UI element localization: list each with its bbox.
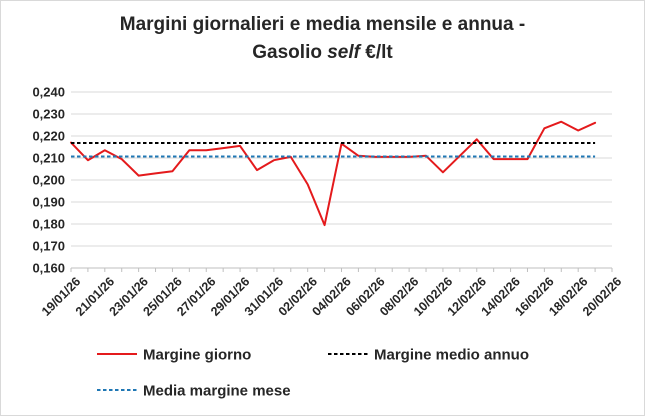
legend-label-2: Margine medio annuo (374, 347, 529, 364)
legend-label-1: Margine giorno (143, 347, 251, 364)
y-tick-label: 0,180 (32, 217, 65, 232)
y-tick-label: 0,200 (32, 173, 65, 188)
title-italic-self: self (327, 42, 360, 63)
y-tick-label: 0,220 (32, 129, 65, 144)
y-tick-label: 0,230 (32, 107, 65, 122)
y-tick-label: 0,190 (32, 195, 65, 210)
series-layer (70, 120, 597, 227)
chart-title-line-2: Gasolio self €/lt (0, 42, 645, 64)
legend: Margine giorno Margine medio annuo Media m… (97, 347, 529, 400)
y-tick-label: 0,170 (32, 239, 65, 254)
title-suffix: €/lt (359, 42, 393, 63)
grid-layer (71, 91, 612, 269)
y-tick-label: 0,240 (32, 85, 65, 100)
y-tick-label: 0,210 (32, 151, 65, 166)
title-prefix: Gasolio (252, 42, 328, 63)
series-line-1 (70, 120, 597, 227)
legend-label-3: Media margine mese (143, 383, 291, 400)
chart-title-line-1: Margini giornalieri e media mensile e an… (119, 14, 526, 35)
y-tick-label: 0,160 (32, 261, 65, 276)
